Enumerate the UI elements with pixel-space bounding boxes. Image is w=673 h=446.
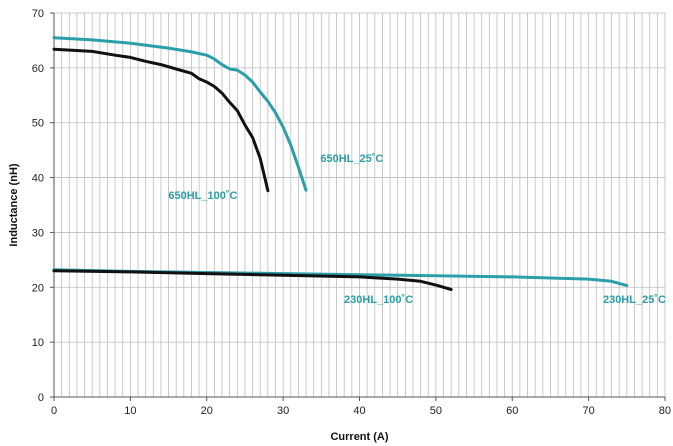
y-tick-labels: 0 10 20 30 40 50 60 70 bbox=[32, 8, 44, 404]
y-tick-label: 20 bbox=[32, 282, 44, 294]
series-annotation: 650HL_25˚C bbox=[320, 153, 383, 165]
y-axis-title: Inductance (nH) bbox=[8, 163, 20, 246]
x-tick-label: 60 bbox=[506, 405, 518, 417]
y-tick-label: 40 bbox=[32, 173, 44, 185]
grid-lines bbox=[54, 12, 666, 398]
x-tick-labels: 0 10 20 30 40 50 60 70 80 bbox=[51, 405, 671, 417]
y-tick-label: 10 bbox=[32, 337, 44, 349]
y-tick-label: 50 bbox=[32, 118, 44, 130]
y-tick-label: 70 bbox=[32, 8, 44, 20]
series-lines bbox=[52, 36, 629, 291]
axes bbox=[50, 12, 666, 401]
series-line-650hl-25-c bbox=[52, 36, 308, 192]
series-annotation: 230HL_100˚C bbox=[344, 294, 413, 306]
x-tick-label: 40 bbox=[353, 405, 365, 417]
x-axis-title: Current (A) bbox=[330, 431, 388, 443]
y-tick-label: 0 bbox=[38, 392, 44, 404]
y-tick-label: 30 bbox=[32, 227, 44, 239]
x-tick-label: 20 bbox=[201, 405, 213, 417]
series-annotations: 650HL_25˚C 650HL_100˚C 230HL_100˚C 230HL_25… bbox=[168, 153, 666, 306]
x-tick-label: 0 bbox=[51, 405, 57, 417]
x-tick-label: 10 bbox=[124, 405, 136, 417]
series-annotation: 230HL_25˚C bbox=[603, 294, 666, 306]
y-tick-label: 60 bbox=[32, 63, 44, 75]
x-tick-label: 80 bbox=[659, 405, 671, 417]
x-tick-label: 50 bbox=[430, 405, 442, 417]
series-line-650hl-100-c bbox=[52, 47, 270, 193]
series-line-230hl-100-c bbox=[52, 269, 453, 291]
x-tick-label: 70 bbox=[583, 405, 595, 417]
series-annotation: 650HL_100˚C bbox=[168, 190, 237, 202]
x-tick-label: 30 bbox=[277, 405, 289, 417]
